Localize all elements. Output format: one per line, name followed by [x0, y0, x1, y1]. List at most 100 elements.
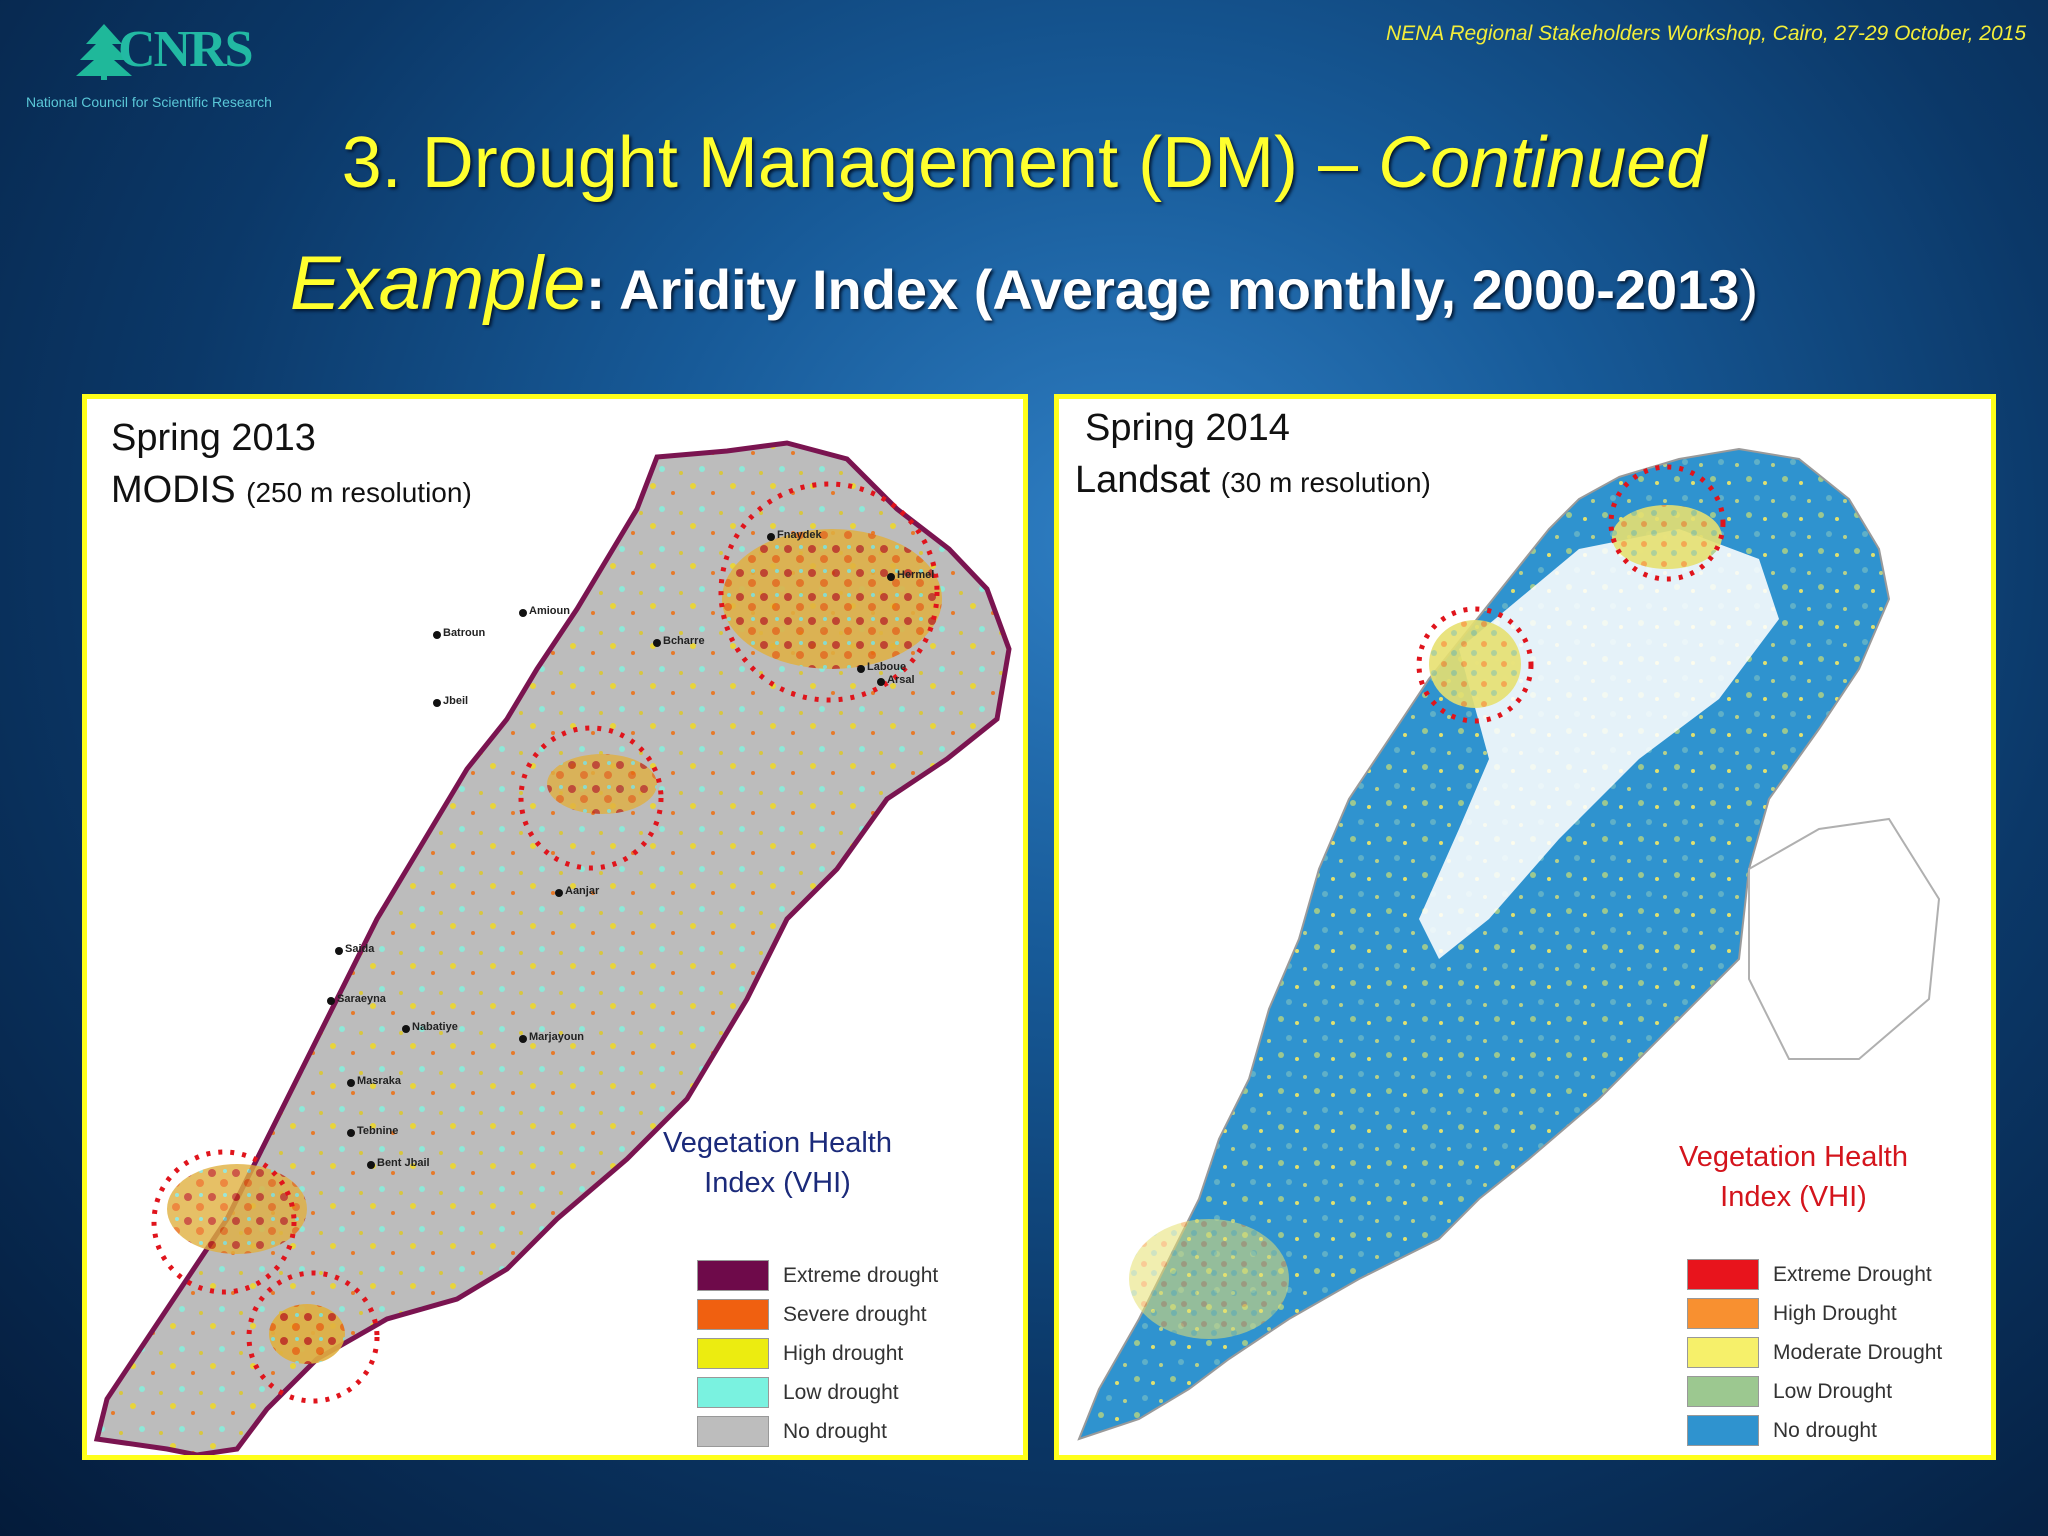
city-label: Masraka — [357, 1075, 402, 1087]
left-legend-swatch — [697, 1338, 769, 1369]
city-label: Aanjar — [565, 885, 600, 897]
right-sensor: Landsat — [1075, 459, 1211, 501]
city-label: Saraeyna — [337, 993, 386, 1005]
city-label: Nabatiye — [412, 1021, 458, 1033]
right-legend-swatch — [1687, 1259, 1759, 1290]
cnrs-logo: CNRS National Council for Scientific Res… — [22, 16, 272, 116]
city-marker-dot — [433, 699, 441, 707]
left-index-line2: Index (VHI) — [704, 1167, 851, 1199]
right-legend-label: Moderate Drought — [1773, 1340, 1943, 1364]
city-label: Marjayoun — [529, 1031, 585, 1043]
left-sensor: MODIS — [111, 469, 236, 511]
right-legend-swatch — [1687, 1337, 1759, 1368]
right-legend-label: Low Drought — [1773, 1379, 1893, 1403]
city-label: Tebnine — [357, 1125, 399, 1137]
slide-title: 3. Drought Management (DM) – Continued — [0, 122, 2048, 204]
drought-hotspot-circle — [1608, 464, 1726, 582]
city-label: Hermel — [897, 569, 935, 581]
right-legend-label: High Drought — [1773, 1301, 1897, 1325]
right-legend-swatch — [1687, 1415, 1759, 1446]
title-main: 3. Drought Management (DM) – — [341, 123, 1379, 203]
landsat-map-panel: Spring 2014 Landsat (30 m resolution) Ve… — [1054, 394, 1996, 1460]
left-season-label: Spring 2013 — [111, 417, 316, 459]
city-marker-dot — [519, 609, 527, 617]
drought-hotspot-circle — [518, 725, 664, 871]
left-legend-label: High drought — [783, 1341, 904, 1365]
logo-text: CNRS — [118, 21, 254, 78]
city-marker-dot — [887, 573, 895, 581]
left-legend-item: Low drought — [697, 1373, 938, 1412]
landsat-vhi-map — [1077, 447, 1941, 1441]
city-marker-dot — [433, 631, 441, 639]
left-index-label: Vegetation Health Index (VHI) — [663, 1123, 892, 1203]
right-legend-item: Moderate Drought — [1687, 1333, 1942, 1372]
right-legend-item: High Drought — [1687, 1294, 1942, 1333]
city-label: Saida — [345, 943, 375, 955]
right-resolution: (30 m resolution) — [1220, 467, 1431, 498]
city-marker-dot — [335, 947, 343, 955]
left-legend-label: Severe drought — [783, 1302, 927, 1326]
city-marker-dot — [857, 665, 865, 673]
left-legend-label: Low drought — [783, 1380, 899, 1404]
right-legend-item: No drought — [1687, 1411, 1942, 1450]
title-continued: Continued — [1378, 123, 1707, 203]
right-legend-item: Low Drought — [1687, 1372, 1942, 1411]
left-legend-item: No drought — [697, 1412, 938, 1451]
left-legend-swatch — [697, 1260, 769, 1291]
left-legend-swatch — [697, 1377, 769, 1408]
city-marker-dot — [877, 678, 885, 686]
slide-subtitle: Example: Aridity Index (Average monthly,… — [0, 240, 2048, 327]
left-index-line1: Vegetation Health — [663, 1127, 892, 1159]
left-legend: Extreme drought Severe drought High drough… — [697, 1256, 938, 1451]
city-label: Fnaydek — [777, 529, 822, 541]
city-marker-dot — [653, 639, 661, 647]
right-legend-label: Extreme Drought — [1773, 1262, 1932, 1286]
city-marker-dot — [347, 1079, 355, 1087]
city-label: Laboue — [867, 661, 907, 673]
subtitle-example: Example — [289, 241, 586, 326]
right-sensor-label: Landsat (30 m resolution) — [1075, 459, 1431, 502]
subtitle-close: ) — [1739, 258, 1759, 321]
subtitle-colon: : — [585, 255, 606, 322]
city-marker-dot — [519, 1035, 527, 1043]
right-legend: Extreme Drought High Drought Moderate Drou… — [1687, 1255, 1942, 1450]
city-marker-dot — [367, 1161, 375, 1169]
right-index-line2: Index (VHI) — [1720, 1181, 1867, 1213]
cedar-tree-icon — [76, 24, 132, 80]
city-label: Arsal — [887, 674, 915, 686]
right-legend-item: Extreme Drought — [1687, 1255, 1942, 1294]
city-label: Bent Jbail — [377, 1157, 430, 1169]
left-resolution: (250 m resolution) — [246, 477, 472, 508]
subtitle-text: Aridity Index (Average monthly, 2000-201… — [605, 258, 1740, 321]
left-legend-item: High drought — [697, 1334, 938, 1373]
left-legend-swatch — [697, 1299, 769, 1330]
modis-vhi-map — [93, 440, 1012, 1455]
right-legend-label: No drought — [1773, 1418, 1877, 1442]
left-sensor-label: MODIS (250 m resolution) — [111, 469, 472, 512]
city-label: Jbeil — [443, 695, 469, 707]
right-season-label: Spring 2014 — [1085, 407, 1290, 449]
city-marker-dot — [402, 1025, 410, 1033]
right-legend-swatch — [1687, 1298, 1759, 1329]
city-marker-dot — [555, 889, 563, 897]
drought-hotspot-circle — [151, 1149, 297, 1295]
city-label: Amioun — [529, 605, 570, 617]
left-legend-item: Extreme drought — [697, 1256, 938, 1295]
city-marker-dot — [347, 1129, 355, 1137]
city-marker-dot — [767, 533, 775, 541]
left-legend-label: Extreme drought — [783, 1263, 939, 1287]
left-legend-swatch — [697, 1416, 769, 1447]
workshop-label: NENA Regional Stakeholders Workshop, Cai… — [1385, 22, 2026, 45]
right-index-line1: Vegetation Health — [1679, 1141, 1908, 1173]
left-legend-item: Severe drought — [697, 1295, 938, 1334]
right-index-label: Vegetation Health Index (VHI) — [1679, 1137, 1908, 1217]
left-legend-label: No drought — [783, 1419, 887, 1443]
drought-hotspot-circle — [718, 481, 940, 703]
drought-hotspot-circle — [1416, 606, 1534, 724]
drought-hotspot-circle — [246, 1270, 380, 1404]
city-label: Bcharre — [663, 635, 705, 647]
logo-subtitle: National Council for Scientific Research — [26, 94, 272, 110]
modis-map-panel: Fnaydek Hermel Amioun Batroun Bcharre Laboue A… — [82, 394, 1028, 1460]
city-label: Batroun — [443, 627, 486, 639]
right-legend-swatch — [1687, 1376, 1759, 1407]
